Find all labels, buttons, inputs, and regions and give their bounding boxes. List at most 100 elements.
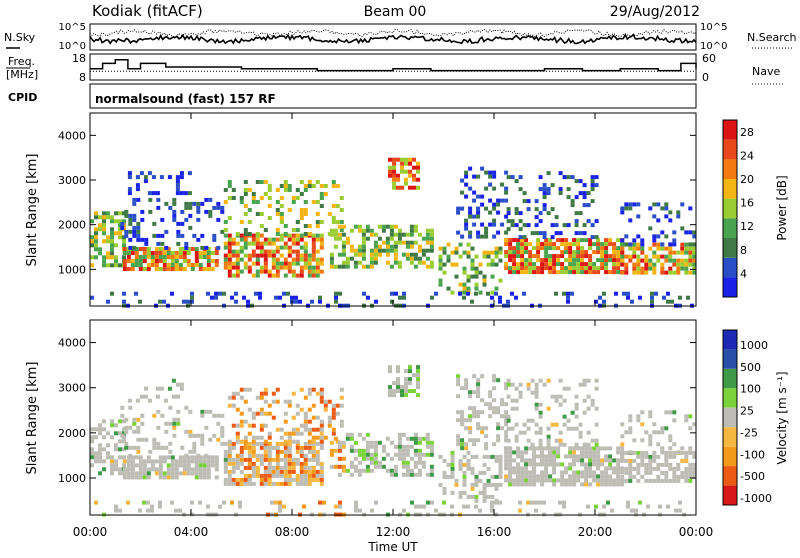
power-cell	[102, 211, 106, 216]
power-cell	[110, 243, 114, 248]
velocity-cell	[500, 426, 505, 431]
power-cell	[446, 258, 451, 263]
velocity-cell	[604, 454, 609, 459]
power-cell	[474, 254, 479, 259]
velocity-cell	[572, 482, 577, 487]
power-cell	[122, 211, 126, 216]
velocity-cell	[138, 459, 143, 464]
power-cell	[333, 264, 338, 269]
velocity-cell	[212, 413, 217, 418]
power-cell	[208, 197, 213, 202]
velocity-cell	[154, 471, 159, 476]
power-cell	[299, 253, 304, 258]
power-colorbar-swatch	[723, 179, 737, 199]
power-cell	[267, 241, 272, 246]
velocity-cell	[574, 442, 579, 447]
velocity-cell	[648, 462, 653, 467]
power-cell	[506, 299, 510, 304]
velocity-cell	[243, 399, 248, 404]
power-cell	[544, 238, 549, 243]
velocity-cell	[570, 410, 575, 415]
velocity-cell	[303, 423, 308, 428]
power-cell	[429, 248, 434, 253]
velocity-cell	[524, 466, 529, 471]
velocity-cell	[652, 430, 657, 435]
velocity-cell	[291, 391, 296, 396]
velocity-cell	[413, 464, 418, 469]
velocity-cell	[578, 422, 583, 427]
velocity-cell	[128, 453, 133, 458]
velocity-cell	[412, 389, 416, 394]
velocity-cell	[530, 500, 534, 505]
power-cell	[508, 266, 513, 271]
power-cell	[263, 228, 268, 232]
y-tick-label: 3000	[58, 382, 86, 395]
power-cell	[255, 253, 260, 258]
power-cell	[231, 261, 236, 266]
velocity-cell	[496, 422, 501, 427]
velocity-cell	[594, 422, 599, 427]
power-cell	[319, 241, 324, 246]
power-cell	[349, 244, 354, 249]
velocity-cell	[564, 454, 569, 459]
velocity-cell	[251, 473, 256, 478]
velocity-cell	[251, 415, 256, 420]
velocity-cell	[548, 478, 553, 483]
power-cell	[283, 241, 288, 246]
power-colorbar-tick: 28	[740, 126, 754, 139]
velocity-cell	[518, 390, 523, 395]
velocity-cell	[416, 393, 420, 398]
velocity-cell	[496, 426, 501, 431]
velocity-cell	[102, 447, 106, 452]
velocity-cell	[504, 402, 509, 407]
power-cell	[295, 257, 300, 262]
power-cell	[227, 216, 232, 220]
velocity-cell	[222, 500, 226, 505]
power-cell	[136, 221, 141, 226]
velocity-cell	[327, 419, 332, 424]
velocity-cell	[166, 475, 171, 480]
velocity-cell	[385, 436, 390, 441]
freq-tick-bottom: 8	[79, 71, 86, 84]
power-cell	[566, 187, 571, 192]
power-cell	[614, 291, 618, 296]
power-cell	[134, 247, 139, 251]
velocity-cell	[315, 453, 320, 458]
power-cell	[279, 220, 284, 224]
power-cell	[331, 220, 336, 224]
velocity-cell	[369, 452, 374, 457]
velocity-cell	[664, 410, 669, 415]
y-tick-label: 4000	[58, 129, 86, 142]
velocity-cell	[470, 470, 475, 475]
velocity-cell	[592, 474, 597, 479]
velocity-cell	[184, 405, 189, 410]
velocity-cell	[200, 437, 205, 442]
velocity-cell	[319, 477, 324, 482]
velocity-cell	[319, 431, 324, 436]
velocity-cell	[166, 463, 171, 468]
velocity-cell	[524, 446, 529, 451]
power-cell	[390, 291, 394, 296]
velocity-cell	[154, 467, 159, 472]
power-cell	[287, 261, 292, 266]
power-cell	[140, 209, 145, 214]
power-cell	[566, 295, 570, 300]
power-cell	[596, 258, 601, 263]
power-cell	[636, 246, 641, 251]
velocity-cell	[259, 445, 264, 450]
velocity-cell	[263, 449, 268, 454]
velocity-cell	[628, 450, 633, 455]
velocity-cell	[231, 441, 236, 446]
velocity-cell	[319, 387, 324, 392]
velocity-cell	[612, 458, 617, 463]
power-cell	[283, 180, 288, 184]
velocity-cell	[200, 413, 205, 418]
velocity-cell	[526, 382, 531, 387]
velocity-cell	[319, 441, 324, 446]
velocity-cell	[206, 467, 211, 472]
power-cell	[620, 254, 625, 259]
velocity-cell	[684, 470, 689, 475]
velocity-cell	[397, 448, 402, 453]
velocity-cell	[600, 478, 605, 483]
